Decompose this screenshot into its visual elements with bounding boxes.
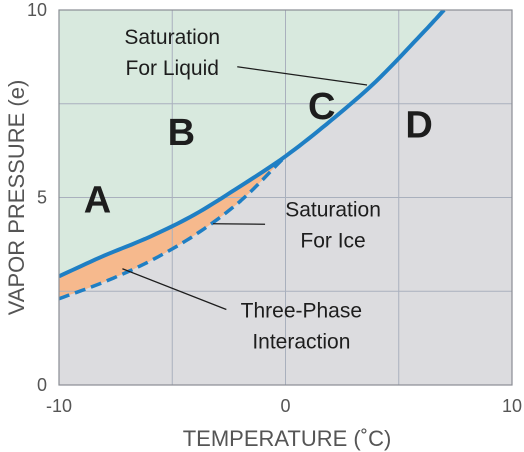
y-tick-label: 0 <box>37 375 47 395</box>
x-tick-label: 0 <box>280 396 290 416</box>
annotation-leader-line <box>213 223 266 225</box>
annotation-text: For Ice <box>300 229 365 252</box>
region-label: A <box>84 180 111 222</box>
x-tick-label: -10 <box>46 396 72 416</box>
annotation: Three-Phase Interaction <box>122 268 362 354</box>
x-axis-label: TEMPERATURE (˚C) <box>183 426 392 451</box>
annotation-text: For Liquid <box>126 57 219 80</box>
region-label: D <box>405 105 432 147</box>
region-label: B <box>168 112 195 154</box>
x-tick-label: 10 <box>502 396 522 416</box>
annotation: Saturation For Ice <box>213 198 381 252</box>
annotation-leader-line <box>122 268 227 311</box>
annotation: Saturation For Liquid <box>124 26 368 86</box>
annotation-text: Saturation <box>285 198 381 221</box>
region-label: C <box>308 86 335 128</box>
y-axis-label: VAPOR PRESSURE (e) <box>4 80 29 316</box>
annotation-text: Interaction <box>252 331 350 354</box>
plot-area <box>58 9 513 386</box>
annotation-leader-line <box>237 66 368 86</box>
y-tick-label: 5 <box>37 188 47 208</box>
plot-border <box>58 9 513 386</box>
liquid-saturation-curve <box>59 10 446 279</box>
ice-saturation-curve <box>59 151 288 301</box>
annotation-text: Three-Phase <box>241 300 362 323</box>
liquid-region <box>59 10 445 277</box>
annotation-text: Saturation <box>124 26 220 49</box>
y-tick-label: 10 <box>27 0 47 20</box>
